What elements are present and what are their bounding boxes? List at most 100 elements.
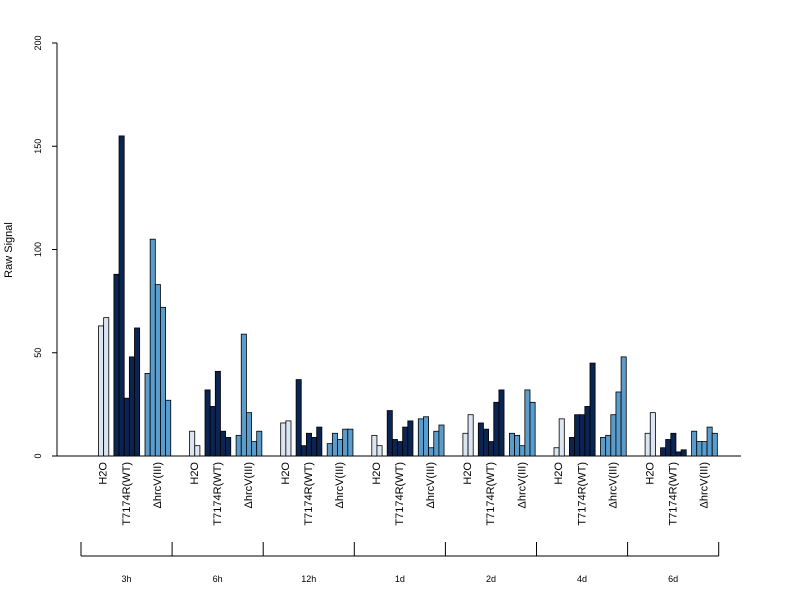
bar xyxy=(691,430,698,457)
x-axis: H2O T7174R(WT) ΔhrcV(III) H2O T7174R(WT) Δhrc… xyxy=(98,462,711,526)
bar xyxy=(300,445,307,457)
bar xyxy=(579,414,586,457)
bar xyxy=(123,397,130,457)
bar xyxy=(240,333,247,457)
bar xyxy=(402,426,409,457)
bar xyxy=(488,441,495,457)
treatment-label: ΔhrcV(III) xyxy=(334,462,346,508)
bar xyxy=(342,428,349,457)
bar xyxy=(251,441,258,457)
bar xyxy=(558,418,565,457)
treatment-label: T7174R(WT) xyxy=(485,462,497,526)
y-axis-label: Raw Signal xyxy=(3,222,15,278)
bar xyxy=(620,356,627,457)
y-tick-label: 50 xyxy=(33,348,43,358)
bar xyxy=(134,327,141,457)
timepoint-label: 3h xyxy=(122,574,132,584)
treatment-label: T7174R(WT) xyxy=(667,462,679,526)
timepoint-label: 2d xyxy=(486,574,496,584)
bar xyxy=(493,401,500,457)
bar xyxy=(675,451,682,457)
bar xyxy=(462,432,469,457)
treatment-label: ΔhrcV(III) xyxy=(425,462,437,508)
bar xyxy=(220,430,226,457)
bar xyxy=(584,406,591,457)
bar xyxy=(98,325,105,457)
treatment-label: H2O xyxy=(189,462,201,485)
bar xyxy=(610,414,617,457)
bar xyxy=(225,437,232,457)
timepoint-label: 6d xyxy=(668,574,678,584)
treatment-label: H2O xyxy=(462,462,474,485)
bar xyxy=(665,439,672,457)
bar xyxy=(391,439,398,457)
bar xyxy=(553,447,560,457)
treatment-label: H2O xyxy=(98,462,110,485)
treatment-label: H2O xyxy=(644,462,656,485)
treatment-label: H2O xyxy=(553,462,565,485)
bar xyxy=(128,356,135,457)
timepoint-axis: 3h 6h 12h 1d 2d 4d 6d xyxy=(80,542,720,584)
bar xyxy=(660,447,667,457)
bar xyxy=(118,135,125,457)
timepoint-label: 12h xyxy=(301,574,316,584)
bar xyxy=(154,284,161,457)
bar xyxy=(316,426,323,457)
bar xyxy=(711,432,718,457)
bar xyxy=(209,406,216,457)
bar xyxy=(245,412,252,457)
bar xyxy=(428,447,435,457)
bar xyxy=(285,420,292,457)
bar xyxy=(347,428,354,457)
bar xyxy=(256,430,263,457)
bar xyxy=(706,426,713,457)
bar xyxy=(160,306,166,457)
bar xyxy=(235,434,242,457)
bar xyxy=(214,370,221,457)
bar xyxy=(386,410,393,457)
treatment-label: ΔhrcV(III) xyxy=(243,462,255,508)
bar xyxy=(467,414,474,457)
treatment-label: T7174R(WT) xyxy=(576,462,588,526)
bar xyxy=(189,430,196,457)
timepoint-label: 6h xyxy=(213,574,223,584)
y-tick-label: 0 xyxy=(33,453,43,458)
bar xyxy=(438,424,445,457)
bar xyxy=(477,422,484,457)
treatment-label: T7174R(WT) xyxy=(394,462,406,526)
treatment-label: ΔhrcV(III) xyxy=(152,462,164,508)
bar xyxy=(433,430,440,457)
timepoint-label: 1d xyxy=(395,574,405,584)
treatment-label: T7174R(WT) xyxy=(303,462,315,526)
bar xyxy=(376,445,383,457)
bar xyxy=(113,273,120,457)
treatment-label: ΔhrcV(III) xyxy=(516,462,528,508)
y-tick-label: 200 xyxy=(33,35,43,50)
bar xyxy=(605,434,612,457)
y-axis: 0 50 100 150 200 xyxy=(33,35,58,459)
y-tick-label: 150 xyxy=(33,139,43,154)
bar xyxy=(144,372,151,457)
bar xyxy=(529,401,536,457)
treatment-label: T7174R(WT) xyxy=(121,462,133,526)
bar xyxy=(615,391,622,457)
bar xyxy=(649,412,656,457)
treatment-label: H2O xyxy=(280,462,292,485)
bar xyxy=(600,437,607,457)
bar xyxy=(670,432,677,457)
treatment-label: H2O xyxy=(371,462,383,485)
bar xyxy=(644,432,651,457)
bar xyxy=(331,432,338,457)
y-tick-label: 100 xyxy=(33,242,43,257)
bars xyxy=(57,135,741,457)
bar xyxy=(311,437,318,457)
bar xyxy=(397,441,404,457)
bar xyxy=(680,449,687,457)
treatment-label: ΔhrcV(III) xyxy=(607,462,619,508)
bar xyxy=(483,428,490,457)
bar xyxy=(423,416,430,457)
bar xyxy=(337,439,344,457)
bar xyxy=(519,445,526,457)
bar xyxy=(569,437,575,457)
timepoint-label: 4d xyxy=(577,574,587,584)
